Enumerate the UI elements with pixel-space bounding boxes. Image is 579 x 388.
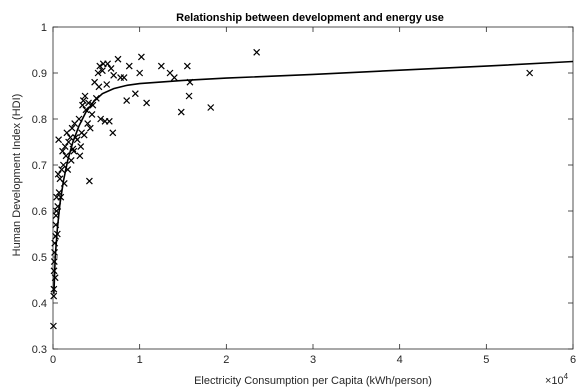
data-point <box>51 274 59 282</box>
data-point <box>55 136 63 144</box>
plot-area <box>52 26 574 350</box>
data-point <box>55 189 63 197</box>
data-point <box>84 120 92 128</box>
data-point <box>50 285 58 293</box>
x-tick-label: 0 <box>50 354 56 366</box>
data-point <box>186 78 194 86</box>
exponent-base: ×10 <box>545 375 564 387</box>
data-point <box>89 101 97 109</box>
y-tick-label: 0.7 <box>32 160 47 172</box>
data-point <box>51 239 59 247</box>
data-point <box>95 83 103 91</box>
data-point <box>54 202 62 210</box>
data-point <box>96 62 104 70</box>
data-point <box>120 74 128 82</box>
data-point <box>170 74 178 82</box>
data-point <box>68 124 76 132</box>
data-point <box>66 133 74 141</box>
data-point <box>98 67 106 75</box>
data-point <box>123 97 131 105</box>
data-point <box>110 71 118 79</box>
y-tick-label: 0.5 <box>32 252 47 264</box>
data-point <box>57 193 65 201</box>
data-point <box>85 99 92 107</box>
data-point <box>67 156 75 164</box>
trend-line <box>53 60 574 294</box>
data-point <box>104 60 112 68</box>
data-point <box>73 136 81 144</box>
data-point <box>80 131 88 139</box>
x-tick-label: 1 <box>137 354 143 366</box>
data-point <box>81 92 89 100</box>
data-point <box>53 230 61 238</box>
data-point <box>50 292 58 300</box>
data-point <box>207 104 215 111</box>
data-point <box>50 258 58 266</box>
data-point <box>79 97 87 105</box>
x-tick-label: 6 <box>570 354 576 366</box>
data-point <box>82 106 90 114</box>
data-point <box>77 143 85 151</box>
data-point <box>157 62 165 70</box>
data-point <box>183 62 191 70</box>
data-point <box>177 108 185 116</box>
x-axis-label: Electricity Consumption per Capita (kWh/… <box>194 375 432 387</box>
data-point <box>75 115 83 123</box>
y-tick-label: 1 <box>41 22 47 34</box>
data-point <box>136 69 144 77</box>
data-point <box>253 48 261 56</box>
x-tick-label: 5 <box>483 354 489 366</box>
x-tick-label: 2 <box>223 354 229 366</box>
data-point <box>185 92 193 100</box>
data-point <box>92 94 100 102</box>
y-axis: 0.3 0.4 0.5 0.6 0.7 0.8 0.9 1 <box>32 22 573 356</box>
chart-title: Relationship between development and ene… <box>176 12 444 24</box>
data-point <box>76 152 84 160</box>
data-point <box>94 69 102 77</box>
data-point <box>50 267 58 275</box>
y-tick-label: 0.9 <box>32 68 47 80</box>
data-point <box>85 177 93 185</box>
data-point <box>64 166 72 174</box>
y-tick-label: 0.6 <box>32 206 47 218</box>
data-point <box>103 81 111 88</box>
data-point <box>131 90 139 98</box>
trend-line-layer <box>53 60 574 294</box>
data-point <box>59 147 66 155</box>
data-point <box>88 110 96 118</box>
exponent-power: 4 <box>564 372 569 381</box>
data-point <box>60 179 68 187</box>
x-tick-label: 4 <box>397 354 403 366</box>
data-point <box>86 124 94 132</box>
data-point <box>65 138 73 146</box>
data-point <box>51 248 58 256</box>
data-point <box>54 170 62 178</box>
x-tick-label: 3 <box>310 354 316 366</box>
x-axis-exponent: ×104 <box>545 372 569 387</box>
data-point <box>526 69 534 77</box>
data-point <box>105 117 113 125</box>
y-tick-label: 0.3 <box>32 344 47 356</box>
x-axis: 0 1 2 3 4 5 6 <box>50 27 576 366</box>
data-point <box>125 62 133 70</box>
data-point <box>52 221 60 229</box>
y-axis-label: Human Development Index (HDI) <box>11 94 23 257</box>
y-tick-label: 0.8 <box>32 114 47 126</box>
data-point <box>107 64 115 72</box>
data-point <box>50 322 57 330</box>
data-point <box>97 115 105 123</box>
data-point <box>114 55 122 63</box>
data-point <box>70 147 78 155</box>
y-tick-label: 0.4 <box>32 298 47 310</box>
data-point <box>61 143 69 151</box>
data-point <box>58 166 66 174</box>
data-points-layer <box>50 48 534 330</box>
data-point <box>137 53 145 61</box>
data-point <box>143 99 151 107</box>
data-point <box>109 129 117 137</box>
